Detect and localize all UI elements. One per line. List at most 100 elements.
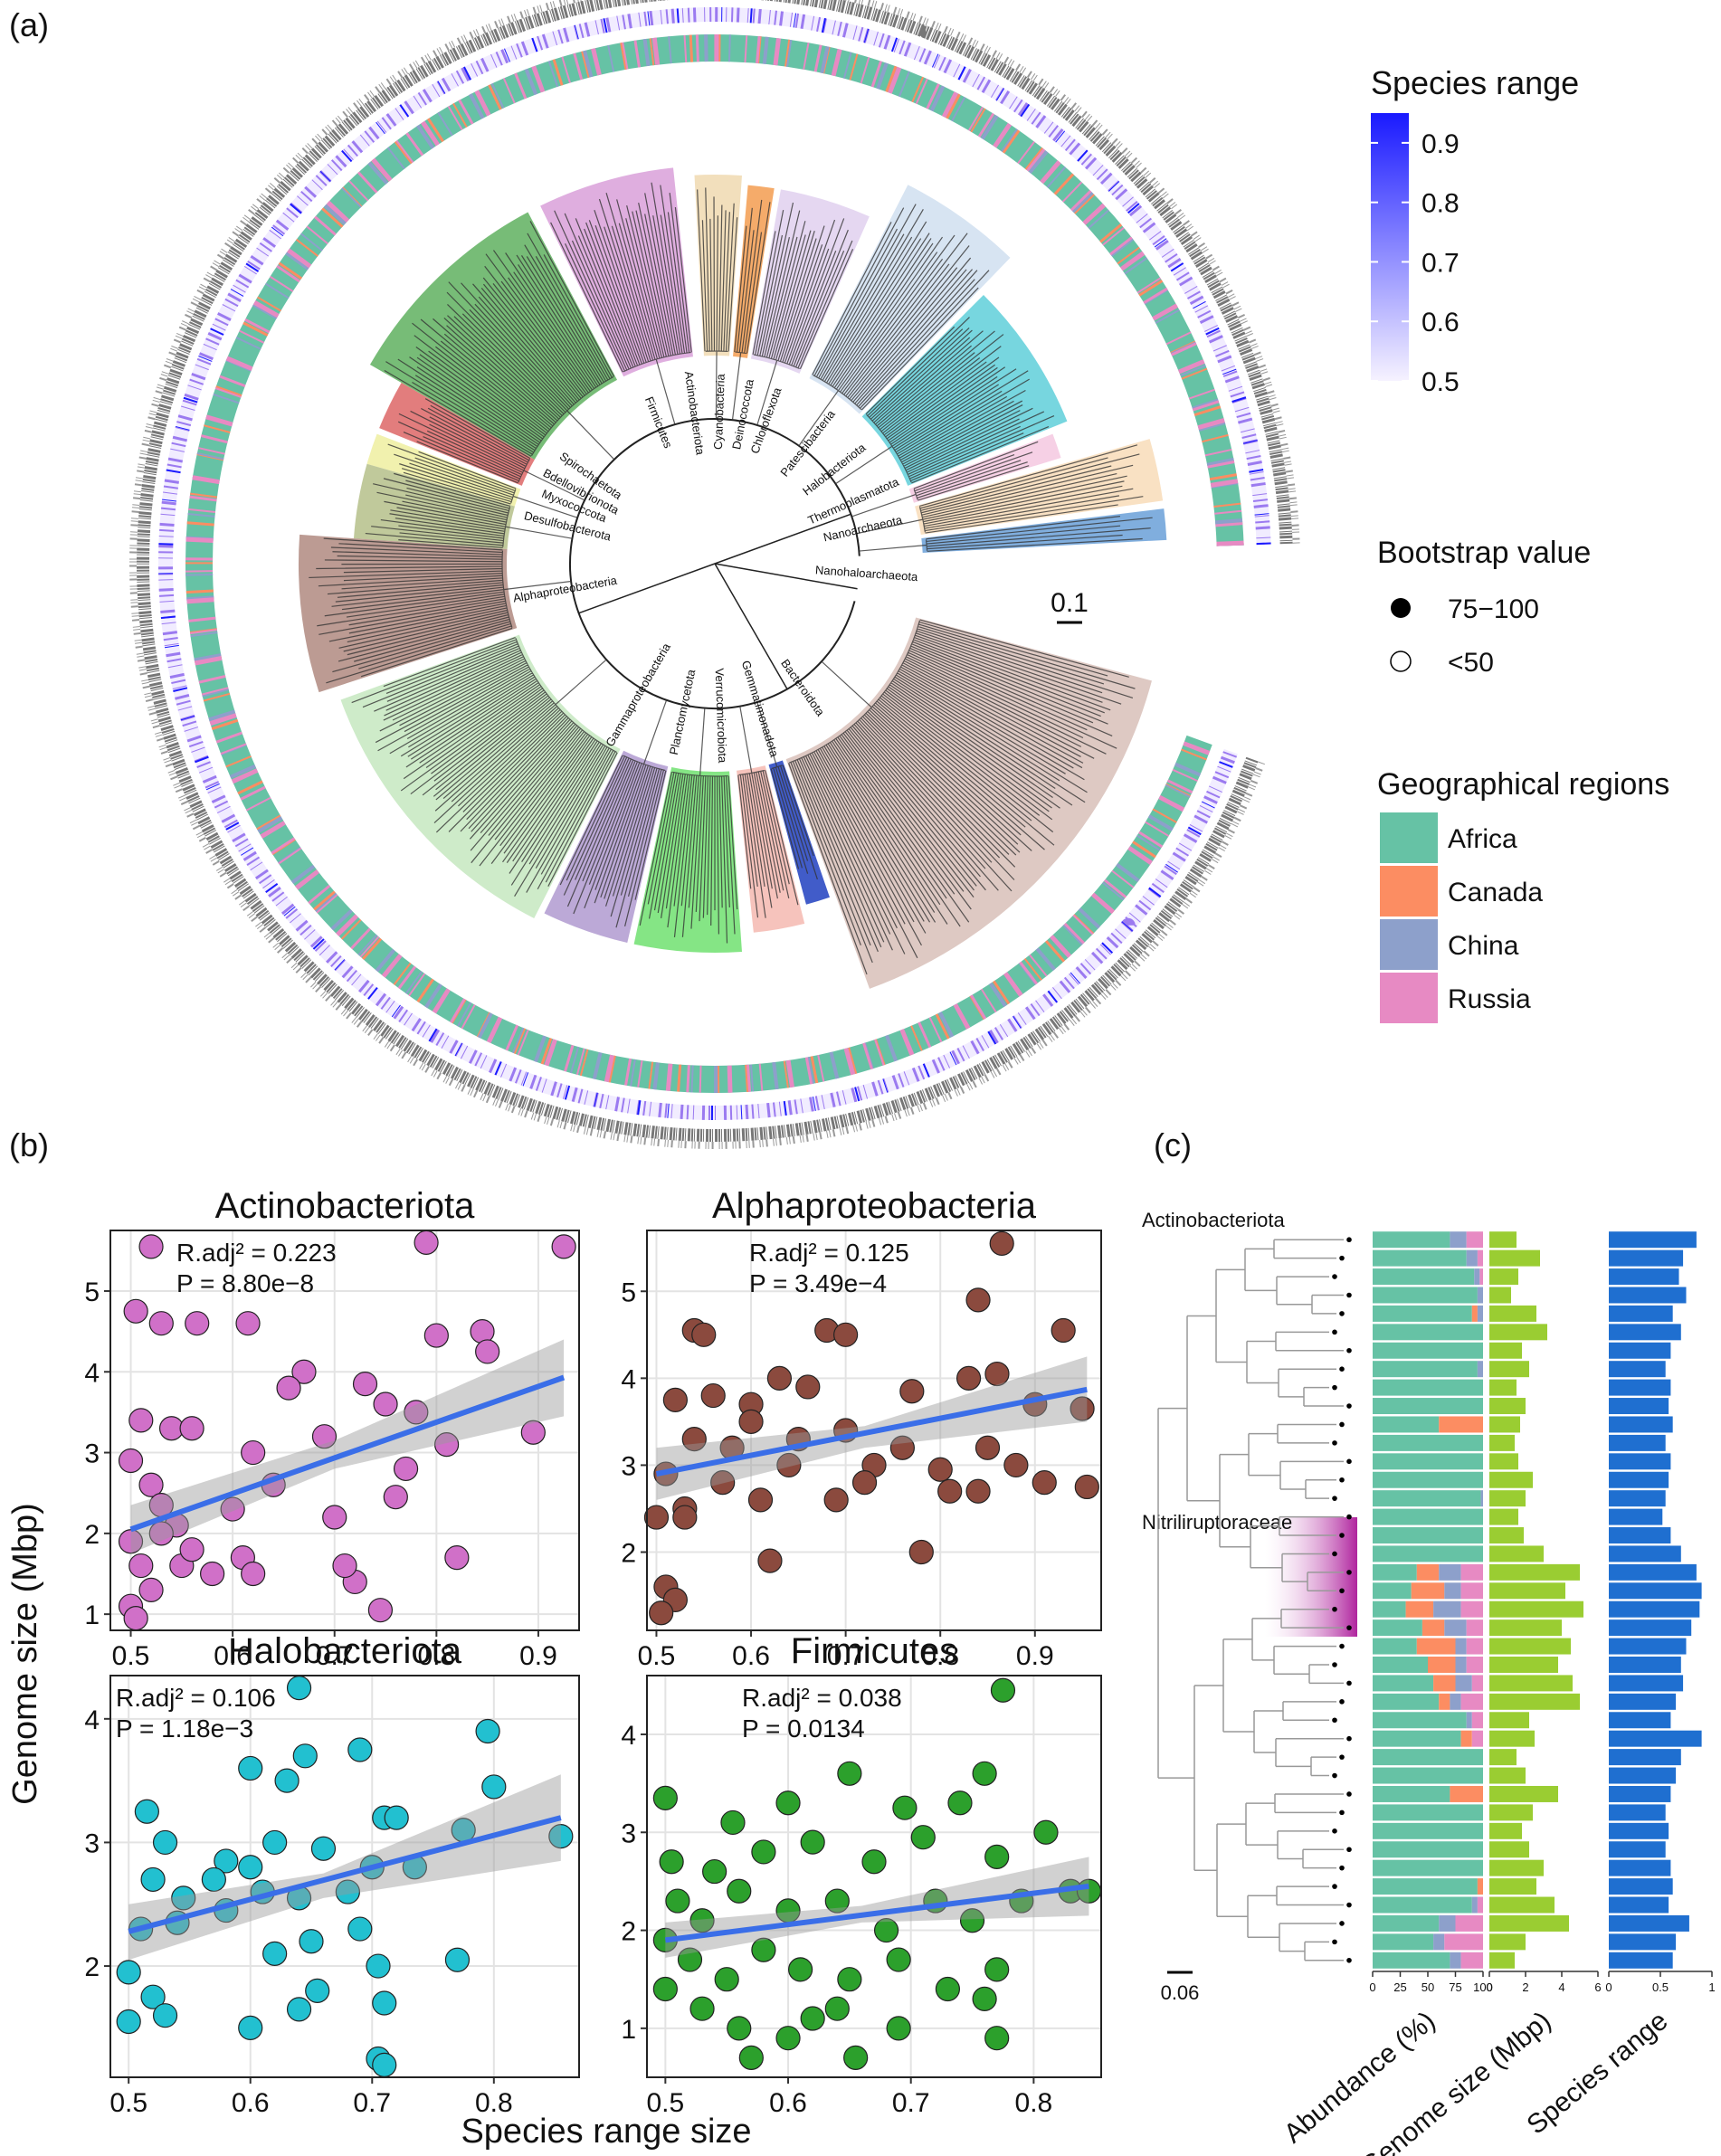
bar xyxy=(1489,1767,1526,1784)
point xyxy=(910,1825,936,1850)
bar-segment xyxy=(1460,1952,1483,1969)
legend-label: <50 xyxy=(1448,648,1494,678)
bar xyxy=(1609,1563,1697,1581)
clade-wedge xyxy=(694,174,742,356)
point xyxy=(138,1577,164,1602)
legend-label: Russia xyxy=(1448,984,1531,1014)
x-tick-label: 100 xyxy=(1473,1980,1493,1994)
bar-segment xyxy=(1373,1379,1483,1396)
bar-segment xyxy=(1373,1675,1434,1692)
bootstrap-dot xyxy=(1332,1274,1337,1279)
point xyxy=(367,1598,394,1623)
point xyxy=(551,1234,576,1259)
point xyxy=(681,1427,707,1452)
colorbar xyxy=(1371,113,1409,381)
annotation: R.adj² = 0.223 xyxy=(176,1239,337,1267)
bar xyxy=(1489,1490,1526,1507)
point xyxy=(291,1359,317,1384)
bootstrap-dot xyxy=(1339,1421,1345,1428)
dendrogram xyxy=(1157,1239,1344,1961)
point xyxy=(824,1888,850,1914)
bar-segment xyxy=(1455,1657,1467,1673)
point xyxy=(652,1976,678,2002)
bar xyxy=(1609,1379,1671,1396)
point xyxy=(959,1908,985,1933)
point xyxy=(851,1470,878,1496)
bar-segment xyxy=(1373,1545,1483,1562)
branches xyxy=(365,472,573,548)
bar xyxy=(1609,1952,1673,1969)
clade-label: Verrucomicrobiota xyxy=(713,668,730,764)
bar-segment xyxy=(1373,1896,1472,1914)
bootstrap-dot xyxy=(1339,1477,1345,1483)
point xyxy=(235,1311,261,1336)
bootstrap-dot xyxy=(1339,1366,1345,1372)
legend-label: Africa xyxy=(1448,824,1517,854)
bar xyxy=(1489,1268,1518,1286)
point xyxy=(274,1768,300,1793)
bar xyxy=(1609,1600,1700,1618)
bar-segment xyxy=(1373,1231,1450,1249)
bar xyxy=(1609,1657,1681,1673)
bar-segment xyxy=(1450,1693,1461,1710)
x-tick-label: 6 xyxy=(1594,1980,1601,1994)
bar-segment xyxy=(1421,1619,1445,1637)
bar xyxy=(1489,1305,1536,1322)
point xyxy=(116,1960,141,1985)
point xyxy=(299,1929,324,1954)
x-tick-label: 4 xyxy=(1558,1980,1564,1994)
bootstrap-dot xyxy=(1346,1237,1352,1243)
y-tick-label: 3 xyxy=(621,1451,636,1481)
point xyxy=(989,1230,1014,1257)
point xyxy=(714,1967,739,1992)
point xyxy=(179,1416,204,1441)
point xyxy=(972,1761,997,1786)
point xyxy=(800,2006,825,2031)
bar-segment xyxy=(1477,1287,1483,1304)
point xyxy=(404,1400,429,1425)
point xyxy=(444,1545,470,1571)
y-tick-label: 5 xyxy=(84,1277,100,1307)
bar xyxy=(1489,1231,1517,1249)
point xyxy=(886,2016,911,2041)
point xyxy=(128,1553,154,1579)
clade-wedge xyxy=(366,433,521,507)
bootstrap-symbol xyxy=(1390,651,1412,672)
scatter-panel: 0.5 0.6 0.7 0.8 2 3 4 Halobacteriota R.adj² = 0.… xyxy=(84,1631,580,2118)
point xyxy=(123,1606,148,1631)
y-tick-label: 4 xyxy=(84,1705,100,1735)
bar-segment xyxy=(1373,1749,1483,1766)
bar-segment xyxy=(1433,1675,1456,1692)
point xyxy=(775,2026,801,2051)
point xyxy=(373,1391,398,1417)
clade-label: Firmicutes xyxy=(642,394,676,451)
branches xyxy=(798,204,990,447)
bar xyxy=(1489,1361,1529,1378)
bootstrap-dot xyxy=(1339,1533,1345,1538)
bootstrap-dot xyxy=(1332,1384,1337,1391)
x-tick-label: 0.6 xyxy=(232,2088,270,2118)
point xyxy=(727,2016,752,2041)
point xyxy=(935,1976,961,2002)
point xyxy=(347,1916,373,1942)
clade-label: Nanohaloarchaeota xyxy=(815,563,919,584)
point xyxy=(984,1361,1010,1387)
point xyxy=(241,1439,266,1466)
point xyxy=(710,1470,736,1496)
branches xyxy=(351,637,618,898)
bar-segment xyxy=(1373,1785,1450,1802)
bar-segment xyxy=(1373,1361,1478,1378)
point xyxy=(214,1848,239,1874)
x-tick-label: 0.5 xyxy=(112,1641,150,1671)
point xyxy=(937,1478,963,1504)
bar xyxy=(1489,1342,1522,1359)
bar xyxy=(1609,1416,1673,1433)
confidence-band xyxy=(665,1857,1089,1958)
point xyxy=(659,1849,684,1875)
point xyxy=(956,1365,982,1391)
bar-segment xyxy=(1373,1914,1440,1932)
bar xyxy=(1489,1693,1580,1710)
x-axis-label: Genome size (Mbp) xyxy=(1355,2006,1556,2156)
legend-swatch xyxy=(1380,973,1438,1023)
